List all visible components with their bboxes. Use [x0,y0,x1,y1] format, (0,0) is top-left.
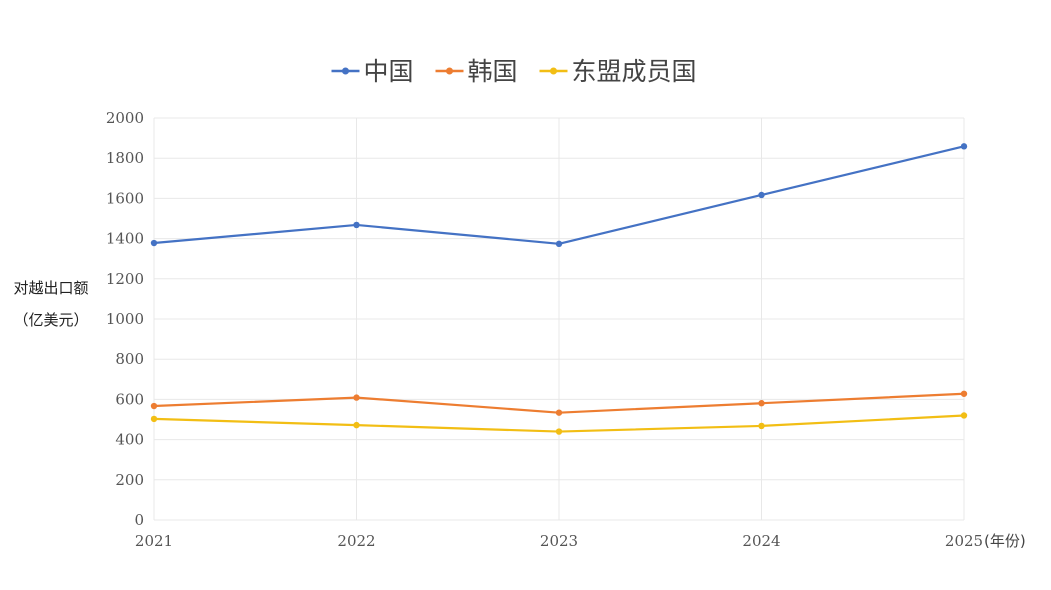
grid-lines [153,117,965,521]
data-point-series-1 [353,394,360,401]
y-tick-label: 1200 [106,270,144,288]
legend-swatch-marker [550,67,557,75]
x-tick-label: 2025 [945,532,983,550]
y-tick-label: 1800 [106,149,144,167]
y-axis-label-line1: 对越出口额 [13,279,88,297]
data-point-series-1 [960,390,968,397]
legend-swatch-marker [446,67,453,75]
data-point-series-2 [150,415,158,423]
legend-label: 韩国 [468,57,518,86]
axes: 0 200 400 600 800 1000 1200 1400 1600 1800 2000 202… [106,109,983,550]
data-point-series-0 [150,239,158,247]
data-point-series-2 [960,412,968,419]
y-tick-label: 1600 [106,189,144,207]
legend-swatch-marker [342,67,349,75]
data-point-series-1 [758,400,765,407]
data-point-series-0 [758,191,765,199]
x-tick-label: 2023 [540,532,578,550]
data-point-series-2 [353,421,360,429]
x-axis-unit-label: (年份) [984,532,1026,550]
y-tick-label: 1400 [106,230,144,248]
data-point-series-0 [353,221,360,229]
y-tick-label: 600 [115,390,144,408]
y-tick-label: 200 [115,471,144,489]
y-tick-label: 0 [134,511,144,529]
x-tick-label: 2022 [337,532,375,550]
legend-entry-1: 韩国 [435,57,518,86]
y-tick-label: 800 [115,350,144,368]
data-point-series-1 [555,409,563,416]
legend-entry-0: 中国 [331,57,414,86]
y-tick-label: 1000 [106,310,144,328]
data-point-series-1 [150,402,158,410]
legend-entry-2: 东盟成员国 [539,57,697,86]
y-axis-label-line2: （亿美元） [13,311,88,329]
y-tick-label: 400 [115,431,144,449]
data-point-series-2 [758,422,765,430]
data-point-series-2 [555,428,563,435]
y-tick-label: 2000 [106,109,144,127]
x-tick-label: 2021 [135,532,173,550]
legend: 中国 韩国 东盟成员国 [331,57,697,86]
legend-label: 东盟成员国 [572,57,697,86]
legend-label: 中国 [364,57,414,86]
data-point-series-0 [555,240,563,248]
x-tick-label: 2024 [742,532,780,550]
series-lines [150,143,968,435]
data-point-series-0 [960,143,968,150]
